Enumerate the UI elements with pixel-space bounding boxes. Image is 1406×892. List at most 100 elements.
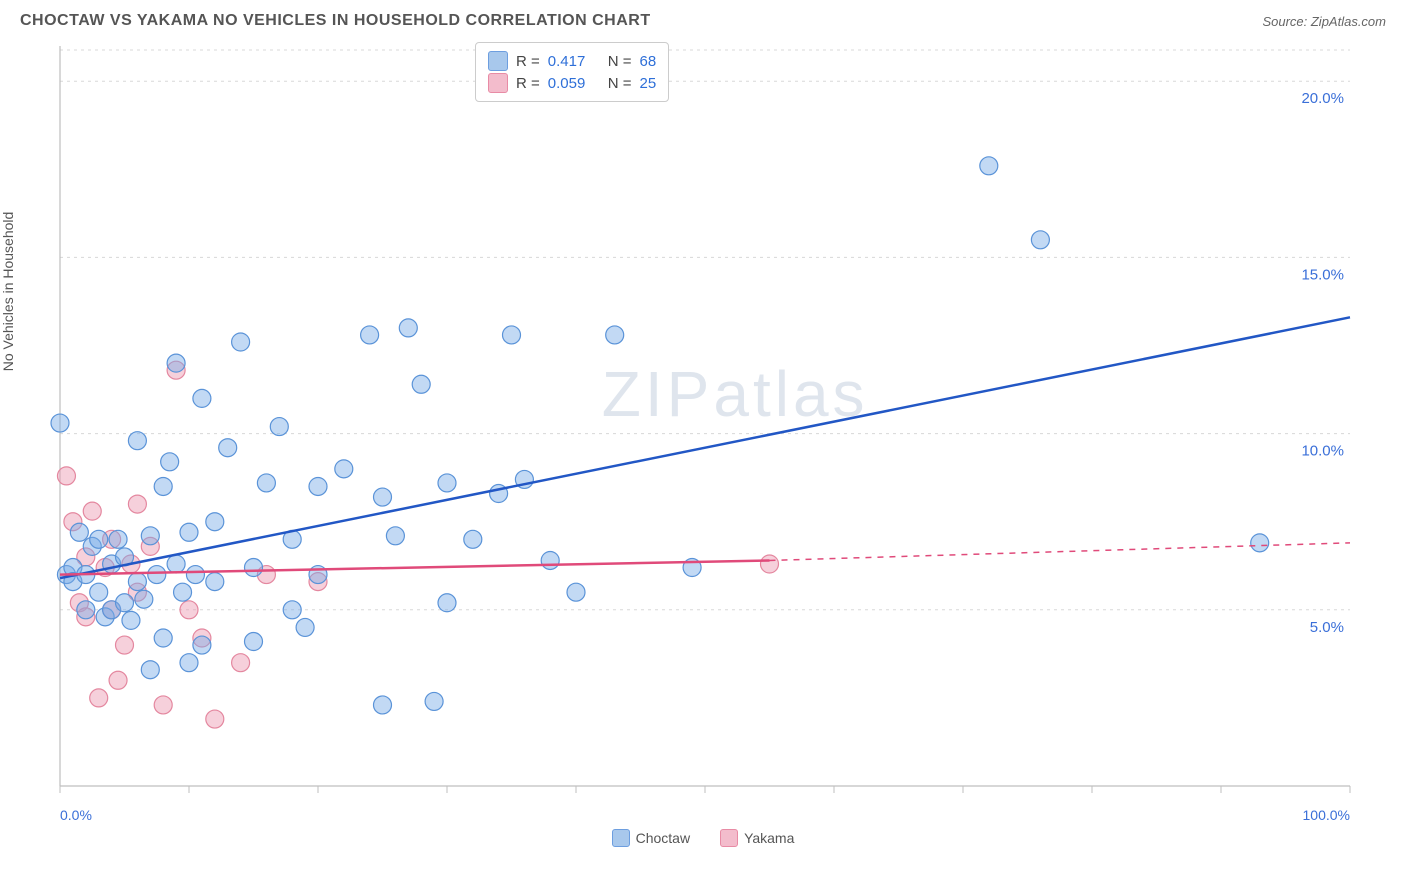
- data-point: [109, 530, 127, 548]
- stat-n-label: N =: [608, 75, 632, 92]
- data-point: [154, 696, 172, 714]
- legend-bottom: Choctaw Yakama: [20, 829, 1386, 847]
- data-point: [167, 555, 185, 573]
- data-point: [245, 559, 263, 577]
- data-point: [51, 414, 69, 432]
- y-axis-label: No Vehicles in Household: [0, 211, 16, 371]
- stat-n-value: 25: [640, 75, 657, 92]
- data-point: [374, 696, 392, 714]
- data-point: [464, 530, 482, 548]
- data-point: [148, 566, 166, 584]
- data-point: [122, 611, 140, 629]
- data-point: [503, 326, 521, 344]
- stats-legend-box: R = 0.417 N = 68 R = 0.059 N = 25: [475, 42, 669, 102]
- data-point: [77, 601, 95, 619]
- data-point: [412, 375, 430, 393]
- legend-swatch-icon: [612, 829, 630, 847]
- data-point: [83, 502, 101, 520]
- data-point: [219, 439, 237, 457]
- data-point: [180, 523, 198, 541]
- legend-label: Yakama: [744, 830, 794, 846]
- svg-text:5.0%: 5.0%: [1310, 619, 1344, 636]
- data-point: [374, 488, 392, 506]
- data-point: [174, 583, 192, 601]
- data-point: [270, 418, 288, 436]
- data-point: [438, 474, 456, 492]
- data-point: [90, 583, 108, 601]
- data-point: [57, 467, 75, 485]
- data-point: [109, 671, 127, 689]
- svg-text:20.0%: 20.0%: [1301, 90, 1344, 107]
- source-label: Source:: [1262, 14, 1310, 29]
- scatter-chart: 5.0% 10.0% 15.0% 20.0%: [20, 38, 1360, 798]
- data-point: [141, 527, 159, 545]
- data-point: [361, 326, 379, 344]
- data-point: [128, 573, 146, 591]
- stat-r-label: R =: [516, 53, 540, 70]
- data-point: [161, 453, 179, 471]
- legend-item-choctaw: Choctaw: [612, 829, 690, 847]
- data-point: [206, 710, 224, 728]
- data-point: [283, 601, 301, 619]
- stats-row-yakama: R = 0.059 N = 25: [488, 73, 656, 93]
- data-point: [399, 319, 417, 337]
- data-point: [309, 477, 327, 495]
- data-point: [761, 555, 779, 573]
- chart-title: CHOCTAW VS YAKAMA NO VEHICLES IN HOUSEHO…: [20, 12, 651, 30]
- data-point: [245, 633, 263, 651]
- stat-r-label: R =: [516, 75, 540, 92]
- data-point: [135, 590, 153, 608]
- source-name: ZipAtlas.com: [1311, 14, 1386, 29]
- data-point: [128, 432, 146, 450]
- data-point: [193, 389, 211, 407]
- data-point: [116, 636, 134, 654]
- data-point: [386, 527, 404, 545]
- legend-item-yakama: Yakama: [720, 829, 794, 847]
- chart-source: Source: ZipAtlas.com: [1262, 14, 1386, 29]
- data-point: [154, 477, 172, 495]
- stats-swatch-icon: [488, 51, 508, 71]
- stat-r-value: 0.417: [548, 53, 600, 70]
- stats-swatch-icon: [488, 73, 508, 93]
- data-point: [141, 661, 159, 679]
- legend-swatch-icon: [720, 829, 738, 847]
- data-point: [206, 513, 224, 531]
- legend-label: Choctaw: [636, 830, 690, 846]
- stat-r-value: 0.059: [548, 75, 600, 92]
- x-axis-min-label: 0.0%: [60, 807, 92, 823]
- data-point: [425, 692, 443, 710]
- x-axis-max-label: 100.0%: [1303, 807, 1350, 823]
- data-point: [980, 157, 998, 175]
- data-point: [154, 629, 172, 647]
- data-point: [296, 618, 314, 636]
- data-point: [257, 474, 275, 492]
- stat-n-label: N =: [608, 53, 632, 70]
- data-point: [90, 530, 108, 548]
- x-axis-end-labels: 0.0% 100.0%: [60, 807, 1350, 823]
- data-point: [180, 654, 198, 672]
- data-point: [335, 460, 353, 478]
- data-point: [90, 689, 108, 707]
- data-point: [232, 333, 250, 351]
- data-point: [186, 566, 204, 584]
- data-point: [193, 636, 211, 654]
- data-point: [1031, 231, 1049, 249]
- data-point: [1251, 534, 1269, 552]
- stats-row-choctaw: R = 0.417 N = 68: [488, 51, 656, 71]
- svg-text:15.0%: 15.0%: [1301, 266, 1344, 283]
- chart-container: No Vehicles in Household 5.0%10.0%15.0%2…: [20, 38, 1386, 847]
- svg-text:10.0%: 10.0%: [1301, 443, 1344, 460]
- data-point: [606, 326, 624, 344]
- data-point: [180, 601, 198, 619]
- chart-header: CHOCTAW VS YAKAMA NO VEHICLES IN HOUSEHO…: [0, 0, 1406, 38]
- data-point: [541, 551, 559, 569]
- data-point: [70, 523, 88, 541]
- data-point: [232, 654, 250, 672]
- stat-n-value: 68: [640, 53, 657, 70]
- data-point: [438, 594, 456, 612]
- data-point: [128, 495, 146, 513]
- data-point: [206, 573, 224, 591]
- data-point: [167, 354, 185, 372]
- data-point: [567, 583, 585, 601]
- data-point: [116, 594, 134, 612]
